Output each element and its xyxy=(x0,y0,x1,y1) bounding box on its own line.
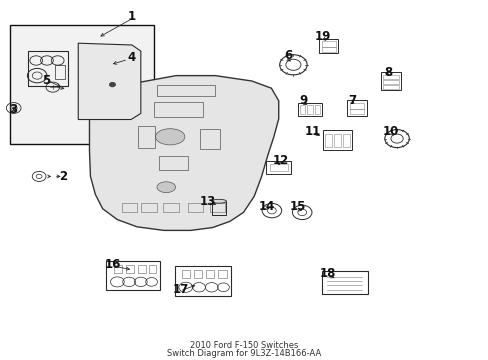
Bar xyxy=(163,202,179,211)
Text: 19: 19 xyxy=(314,30,330,42)
Bar xyxy=(159,156,188,170)
Bar xyxy=(297,104,322,116)
Bar xyxy=(321,47,335,52)
Bar xyxy=(349,103,364,109)
Bar xyxy=(148,265,156,273)
Bar xyxy=(218,270,226,278)
Bar xyxy=(382,75,399,79)
Text: 16: 16 xyxy=(104,258,121,271)
Bar xyxy=(157,85,214,96)
Bar xyxy=(106,261,160,290)
Bar xyxy=(346,100,366,116)
Bar xyxy=(342,134,349,147)
Text: 1: 1 xyxy=(128,10,136,23)
Bar xyxy=(122,202,137,211)
Bar xyxy=(200,129,220,148)
Bar xyxy=(205,270,214,278)
Polygon shape xyxy=(89,76,278,230)
Bar xyxy=(382,85,399,89)
Bar xyxy=(182,270,189,278)
Bar xyxy=(175,266,230,296)
Bar xyxy=(333,134,340,147)
Bar xyxy=(28,51,68,85)
Text: 2010 Ford F-150 Switches: 2010 Ford F-150 Switches xyxy=(190,341,298,350)
Bar xyxy=(138,265,145,273)
Text: 7: 7 xyxy=(347,94,355,107)
Bar xyxy=(321,271,367,294)
Text: 3: 3 xyxy=(10,103,18,116)
Bar xyxy=(319,39,337,53)
Circle shape xyxy=(109,82,115,87)
Bar xyxy=(349,109,364,114)
Bar xyxy=(325,134,331,147)
Bar xyxy=(299,105,305,114)
Text: Switch Diagram for 9L3Z-14B166-AA: Switch Diagram for 9L3Z-14B166-AA xyxy=(167,349,321,358)
Bar xyxy=(114,265,122,273)
Bar xyxy=(141,202,157,211)
Ellipse shape xyxy=(211,199,226,203)
Text: 12: 12 xyxy=(272,154,289,167)
Bar xyxy=(322,130,351,150)
Bar xyxy=(265,161,291,174)
Bar xyxy=(154,102,203,117)
Bar xyxy=(380,72,401,90)
Text: 5: 5 xyxy=(42,75,50,87)
Bar xyxy=(314,105,320,114)
Text: 17: 17 xyxy=(172,283,189,296)
Text: 2: 2 xyxy=(60,170,67,183)
Text: 15: 15 xyxy=(289,201,306,213)
Text: 11: 11 xyxy=(304,125,321,138)
Bar xyxy=(269,163,287,171)
Text: 10: 10 xyxy=(382,125,399,138)
Text: 14: 14 xyxy=(258,201,274,213)
Bar xyxy=(382,80,399,84)
Bar xyxy=(193,270,202,278)
Ellipse shape xyxy=(157,182,175,193)
Bar xyxy=(138,126,155,148)
Polygon shape xyxy=(78,43,141,120)
Bar xyxy=(55,65,65,79)
Ellipse shape xyxy=(155,129,184,145)
Text: 8: 8 xyxy=(384,66,392,78)
Text: 13: 13 xyxy=(199,195,216,208)
Bar xyxy=(209,202,225,211)
Bar xyxy=(307,105,312,114)
Bar xyxy=(10,25,154,144)
Text: 6: 6 xyxy=(284,49,292,62)
Text: 18: 18 xyxy=(319,267,335,280)
Bar xyxy=(126,265,134,273)
Bar xyxy=(211,201,226,215)
Bar xyxy=(321,41,335,47)
Bar xyxy=(187,202,203,211)
Text: 4: 4 xyxy=(128,51,136,64)
Text: 9: 9 xyxy=(299,94,306,107)
